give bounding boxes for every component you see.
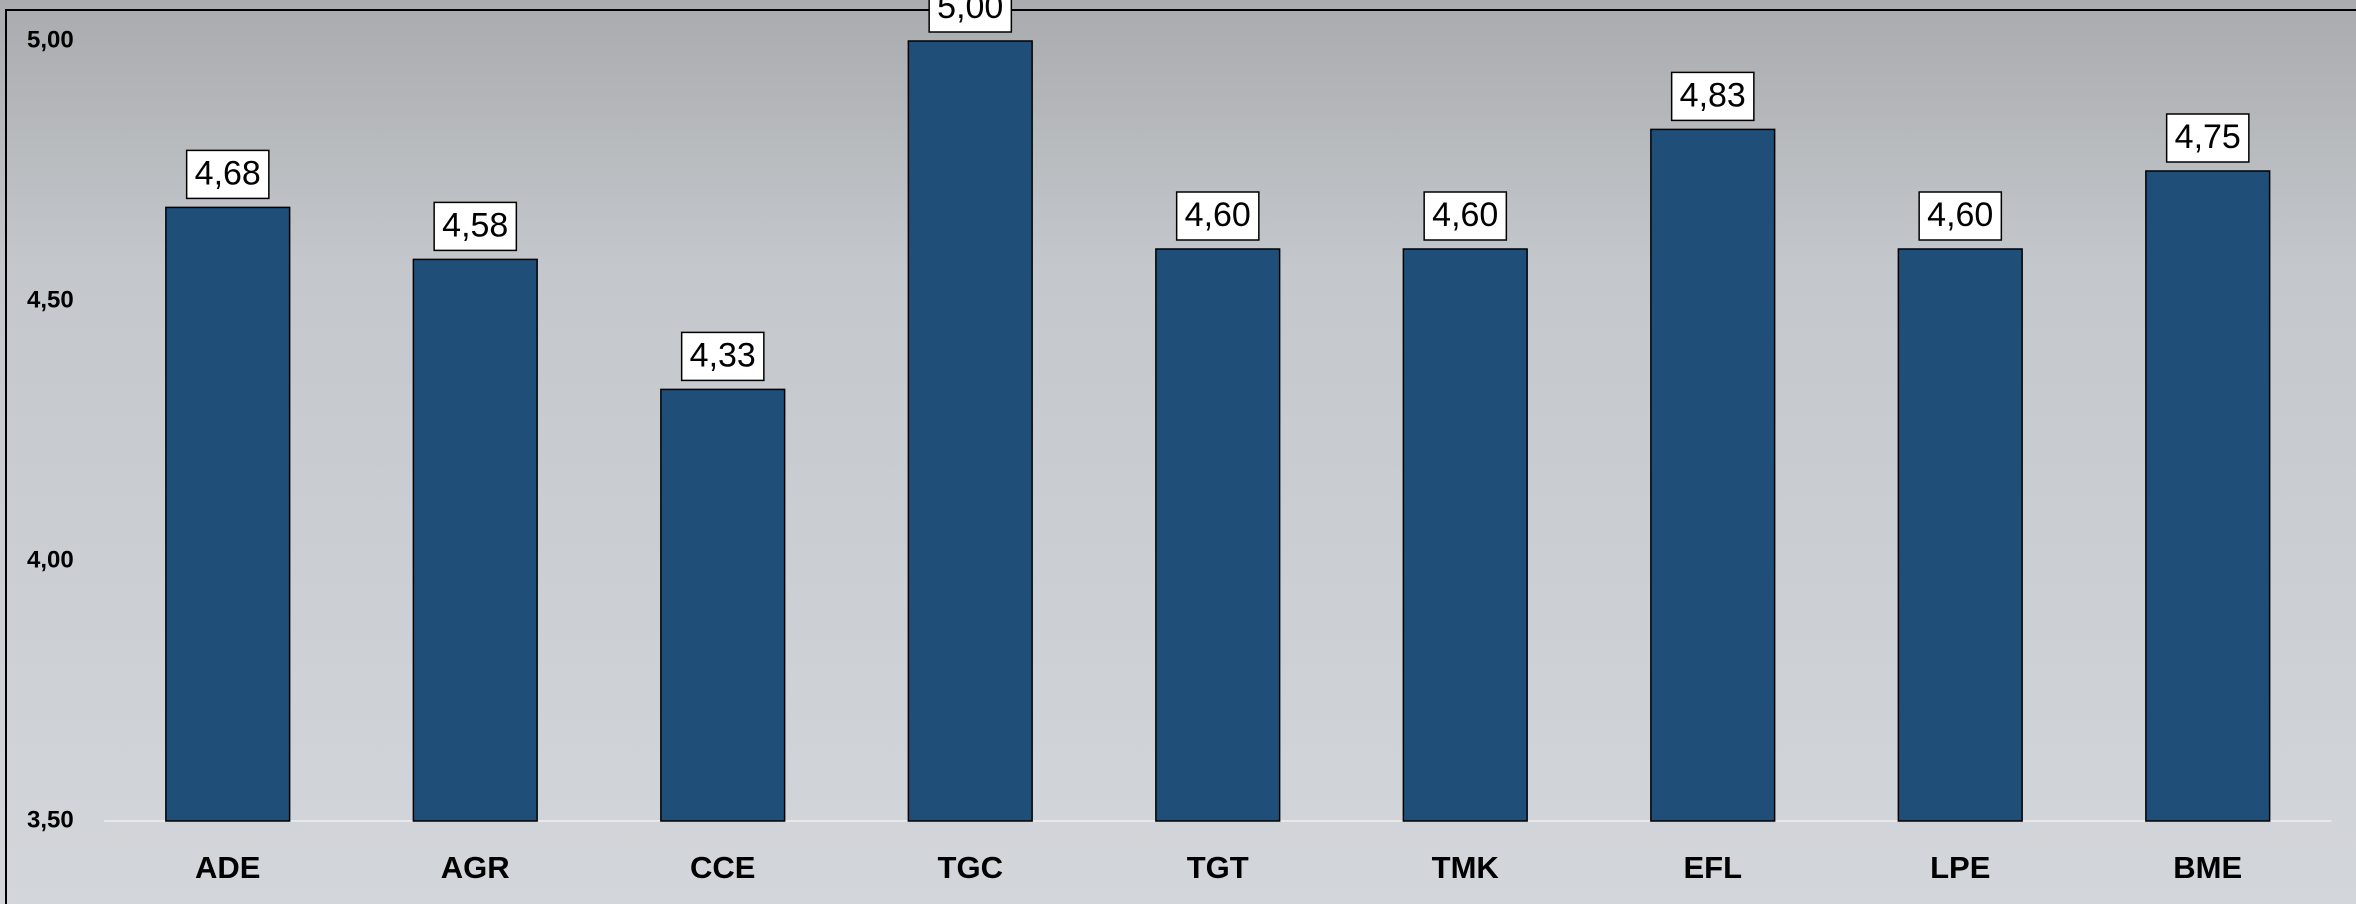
value-label-box <box>185 149 270 200</box>
bar <box>1402 248 1528 822</box>
value-label: 4,33 <box>690 336 756 374</box>
bar <box>1650 128 1776 822</box>
x-tick-label: TMK <box>1432 850 1500 885</box>
y-tick-label: 5,00 <box>27 26 74 53</box>
value-label-box <box>1175 191 1260 241</box>
value-label: 4,60 <box>1432 196 1498 234</box>
x-tick-label: TGT <box>1187 850 1249 885</box>
x-tick-label: CCE <box>690 850 755 885</box>
bar <box>2145 170 2271 822</box>
y-tick-label: 4,00 <box>27 546 74 573</box>
bar <box>907 40 1033 822</box>
value-label-box <box>433 201 518 252</box>
y-tick-label: 4,50 <box>27 286 74 313</box>
x-tick-label: LPE <box>1930 850 1990 885</box>
value-label: 4,60 <box>1927 196 1993 234</box>
frame <box>5 9 2356 904</box>
plot: 3,50 4,00 4,50 5,00 ADE 4,68 AGR 4,58 CCE 4,33 TGC… <box>27 0 2332 885</box>
value-label: 4,83 <box>1680 76 1746 114</box>
value-label-box <box>928 0 1013 33</box>
value-label: 4,58 <box>442 206 508 244</box>
value-label-box <box>1670 71 1755 122</box>
bar <box>660 388 786 822</box>
y-tick-label: 3,50 <box>27 806 74 833</box>
x-tick-label: EFL <box>1683 850 1742 885</box>
value-label-box <box>2165 113 2250 163</box>
value-label: 5,00 <box>937 0 1003 26</box>
value-label-box <box>680 331 765 382</box>
value-label: 4,60 <box>1185 196 1251 234</box>
bar <box>165 206 291 822</box>
x-tick-label: BME <box>2173 850 2242 885</box>
x-tick-label: ADE <box>195 850 260 885</box>
bar <box>412 258 538 822</box>
bar <box>1897 248 2023 822</box>
x-tick-label: AGR <box>441 850 510 885</box>
x-tick-label: TGC <box>938 850 1003 885</box>
value-label-box <box>1918 191 2003 241</box>
value-label: 4,75 <box>2175 118 2241 156</box>
value-label-box <box>1423 191 1508 241</box>
bar <box>1155 248 1281 822</box>
value-label: 4,68 <box>195 154 261 192</box>
